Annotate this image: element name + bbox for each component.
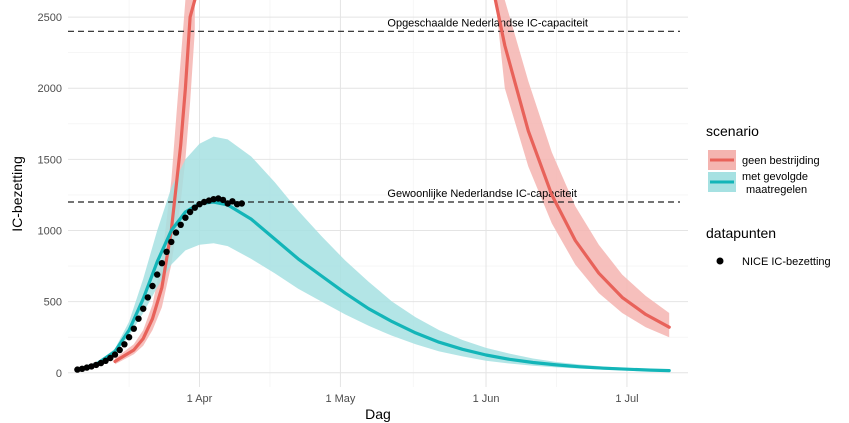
y-tick-label: 1500	[38, 154, 62, 166]
data-point	[186, 208, 194, 216]
band-met-gevolgde-maatregelen	[77, 136, 670, 372]
legend-key-geen-bestrijding: geen bestrijding	[708, 150, 820, 170]
legend-key-met-gevolgde-maatregelen: met gevolgde maatregelen	[708, 171, 808, 196]
data-point	[191, 204, 198, 211]
legend-point-nice	[716, 257, 724, 265]
data-point	[154, 271, 161, 278]
data-point	[102, 357, 109, 364]
confidence-bands	[77, 0, 670, 372]
data-point	[111, 351, 119, 358]
data-point	[172, 229, 180, 236]
legend-key-nice: NICE IC-bezetting	[716, 256, 831, 268]
legend-label-met-gevolgde-line1: met gevolgde	[742, 171, 808, 183]
legend-title-datapunten: datapunten	[706, 225, 776, 241]
y-axis-title: IC-bezetting	[9, 156, 25, 231]
y-tick-label: 1000	[38, 225, 62, 237]
data-point	[238, 200, 245, 207]
data-point	[125, 334, 133, 341]
data-point	[149, 282, 156, 290]
plot-panel: Opgeschaalde Nederlandse IC-capaciteit Ge…	[68, 0, 688, 387]
x-tick-label: 1 Jul	[615, 393, 638, 405]
data-point	[163, 248, 170, 255]
data-point	[177, 221, 184, 228]
series-line-geen-bestrijding	[113, 0, 197, 363]
legend-label-met-gevolgde-line2: maatregelen	[746, 184, 807, 196]
data-point	[116, 346, 123, 354]
data-point	[182, 214, 189, 221]
legend-label-geen-bestrijding: geen bestrijding	[742, 155, 820, 167]
data-points	[74, 195, 245, 373]
x-axis-ticks: 1 Apr 1 May 1 Jun 1 Jul	[187, 393, 639, 405]
data-point	[158, 260, 166, 267]
reference-line-label: Opgeschaalde Nederlandse IC-capaciteit	[387, 17, 588, 29]
y-tick-label: 2500	[38, 12, 62, 24]
data-point	[135, 315, 142, 322]
legend: scenario geen bestrijding met gevolgde m…	[706, 123, 831, 268]
data-point	[74, 366, 81, 373]
data-point	[121, 341, 128, 348]
y-axis-ticks: 0 500 1000 1500 2000 2500	[38, 12, 62, 380]
x-axis-title: Dag	[365, 406, 391, 422]
x-tick-label: 1 Jun	[473, 393, 500, 405]
reference-lines: Opgeschaalde Nederlandse IC-capaciteit Ge…	[68, 17, 680, 203]
data-point	[219, 196, 227, 204]
legend-title-scenario: scenario	[706, 123, 759, 139]
y-tick-label: 2000	[38, 83, 62, 95]
series-line-met-gevolgde-maatregelen	[75, 200, 671, 373]
series-lines	[75, 0, 671, 373]
data-point	[210, 196, 217, 203]
series-line-geen-bestrijding	[493, 0, 671, 329]
y-tick-label: 0	[56, 368, 62, 380]
data-point	[229, 198, 236, 205]
data-point	[144, 294, 151, 301]
data-point	[140, 305, 147, 312]
data-point	[168, 238, 175, 246]
reference-line-label: Gewoonlijke Nederlandse IC-capaciteit	[387, 188, 577, 200]
band-geen-bestrijding	[495, 0, 670, 338]
data-point	[233, 201, 241, 208]
y-tick-label: 500	[44, 297, 62, 309]
data-point	[130, 325, 137, 332]
x-tick-label: 1 May	[325, 393, 355, 405]
data-point	[107, 354, 114, 362]
x-tick-label: 1 Apr	[187, 393, 213, 405]
legend-label-nice: NICE IC-bezetting	[742, 256, 831, 268]
